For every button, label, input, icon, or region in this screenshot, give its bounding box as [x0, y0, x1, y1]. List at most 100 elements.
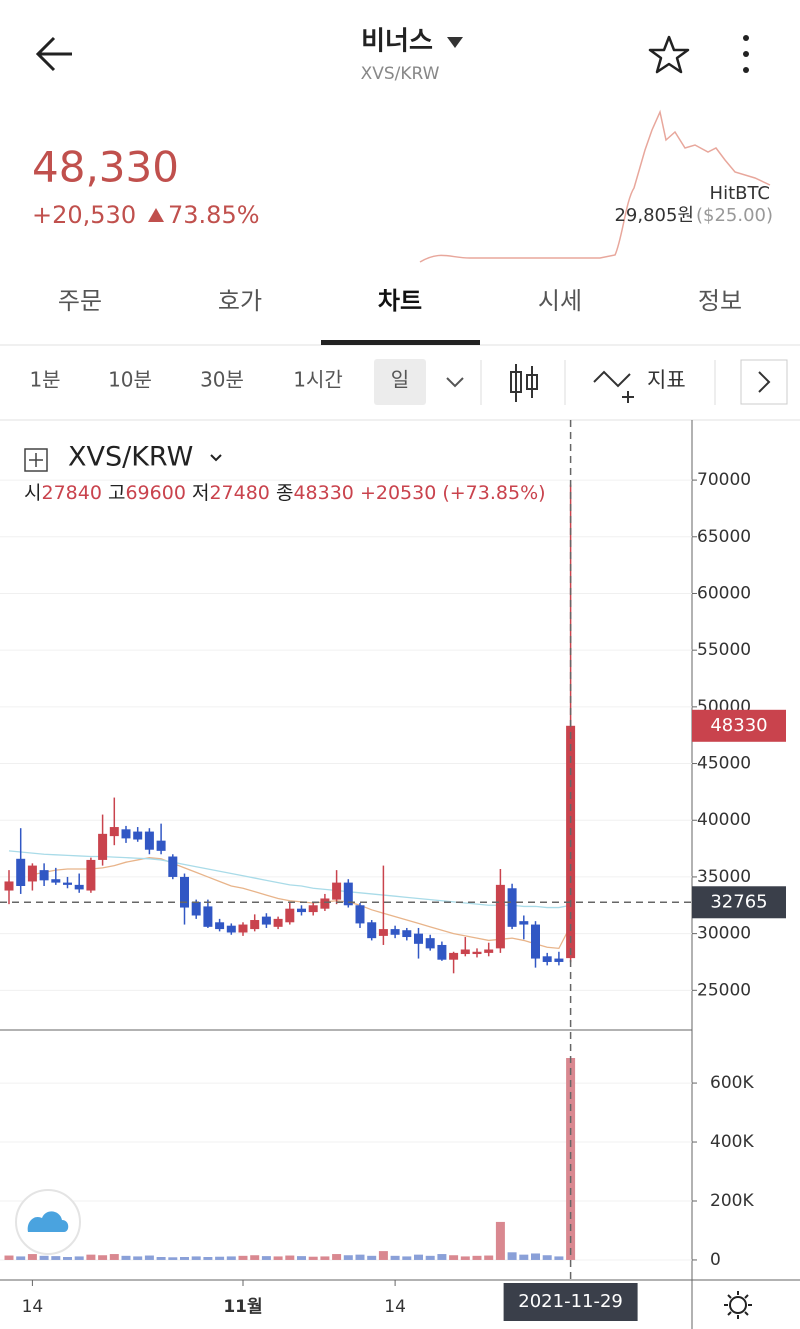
- volume-tick-label: 600K: [710, 1073, 754, 1093]
- y-tick-label: 35000: [697, 867, 751, 887]
- interval-button[interactable]: 10분: [108, 368, 152, 392]
- candle-body: [297, 908, 306, 913]
- favorite-button[interactable]: [648, 35, 690, 74]
- interval-button[interactable]: 1시간: [293, 368, 343, 392]
- volume-bar: [261, 1256, 271, 1260]
- volume-bar: [542, 1255, 552, 1260]
- symbol-dropdown[interactable]: [210, 454, 222, 462]
- candle-body: [121, 829, 131, 839]
- back-button[interactable]: [35, 36, 72, 72]
- candle-body: [332, 882, 342, 900]
- volume-bar: [285, 1255, 295, 1260]
- x-tick-label: 14: [384, 1297, 406, 1317]
- volume-bar: [367, 1255, 377, 1260]
- volume-bar: [144, 1255, 154, 1260]
- ohlc-label: 저: [192, 482, 209, 504]
- volume-bar: [121, 1255, 131, 1260]
- indicator-label[interactable]: 지표: [647, 368, 686, 392]
- volume-tick-label: 0: [710, 1250, 721, 1270]
- interval-button[interactable]: 일: [391, 368, 409, 392]
- volume-bar: [27, 1254, 37, 1260]
- candle-body: [238, 924, 248, 933]
- chart-symbol[interactable]: XVS/KRW: [68, 442, 193, 473]
- crosshair-price-box: [692, 886, 786, 919]
- change-percent: 73.85%: [168, 201, 260, 229]
- y-tick-label: 40000: [697, 810, 751, 830]
- indicator-icon[interactable]: [593, 370, 634, 403]
- candle-body: [437, 944, 447, 960]
- volume-bar: [226, 1256, 236, 1260]
- volume-bar: [51, 1256, 61, 1260]
- exchange-usd: ($25.00): [696, 205, 773, 226]
- candle-body: [215, 922, 225, 930]
- dropdown-icon[interactable]: [447, 37, 463, 48]
- interval-dropdown[interactable]: [446, 377, 464, 388]
- ohlc-label: 종: [276, 482, 293, 504]
- y-tick-label: 70000: [697, 470, 751, 490]
- volume-bar: [507, 1252, 517, 1260]
- tab[interactable]: 주문: [58, 287, 102, 315]
- volume-bar: [191, 1256, 201, 1260]
- candle-body: [16, 858, 26, 887]
- ohlc-value: 27840: [41, 482, 101, 504]
- candle-body: [133, 831, 143, 840]
- tab[interactable]: 호가: [218, 287, 262, 315]
- y-tick-label: 60000: [697, 583, 751, 603]
- last-price-label: 48330: [710, 715, 767, 736]
- volume-bar: [63, 1257, 72, 1260]
- volume-bar: [86, 1254, 96, 1260]
- up-triangle: [148, 208, 164, 222]
- volume-bar: [378, 1251, 388, 1260]
- candle-body: [39, 870, 49, 881]
- volume-bar: [215, 1256, 225, 1260]
- add-indicator-button[interactable]: [24, 448, 48, 472]
- candle-body: [226, 925, 236, 933]
- volume-bar: [402, 1256, 412, 1260]
- ohlc-info: 시27840 고69600 저27480 종48330 +20530 (+73.…: [24, 482, 546, 504]
- volume-bar: [425, 1255, 435, 1260]
- volume-bar: [472, 1255, 482, 1260]
- volume-bar: [133, 1256, 143, 1260]
- candle-body: [449, 952, 459, 960]
- candle-body: [507, 888, 517, 927]
- scroll-button[interactable]: [740, 359, 788, 405]
- candle-body: [273, 918, 283, 927]
- candle-body: [261, 916, 271, 925]
- x-tick-label: 14: [22, 1297, 44, 1317]
- more-button[interactable]: [743, 35, 749, 73]
- volume-bar: [74, 1256, 84, 1260]
- candle-body: [390, 929, 400, 935]
- volume-bar: [98, 1255, 108, 1260]
- ohlc-value: 48330: [293, 482, 353, 504]
- volume-bar: [16, 1256, 26, 1260]
- tab[interactable]: 정보: [698, 287, 742, 315]
- candle-body: [495, 884, 505, 949]
- candle-body: [542, 956, 552, 962]
- volume-bar: [495, 1221, 505, 1260]
- chart-type-button[interactable]: [510, 364, 538, 402]
- volume-bar: [297, 1256, 306, 1260]
- last-price-box: [692, 709, 786, 742]
- candle-body: [63, 882, 72, 885]
- last-price: 48,330: [32, 143, 179, 192]
- interval-button[interactable]: 30분: [200, 368, 244, 392]
- y-tick-label: 55000: [697, 640, 751, 660]
- volume-bar: [484, 1255, 494, 1260]
- plus: [29, 453, 43, 467]
- candle-body: [414, 933, 423, 944]
- y-tick-label: 65000: [697, 527, 751, 547]
- tab[interactable]: 시세: [538, 287, 582, 315]
- candle-body: [484, 949, 494, 953]
- chevron: [758, 371, 771, 393]
- settings-button[interactable]: [724, 1291, 752, 1319]
- volume-bar: [39, 1255, 49, 1260]
- interval-button[interactable]: 1분: [29, 368, 60, 392]
- tab[interactable]: 차트: [378, 287, 422, 315]
- pair-label: XVS/KRW: [361, 64, 440, 84]
- volume-bar: [238, 1255, 248, 1260]
- coin-name[interactable]: 비너스: [361, 27, 433, 57]
- volume-tick-label: 400K: [710, 1132, 754, 1152]
- volume-bar: [168, 1257, 178, 1260]
- volume-bar: [355, 1254, 365, 1260]
- candle-body: [472, 951, 482, 955]
